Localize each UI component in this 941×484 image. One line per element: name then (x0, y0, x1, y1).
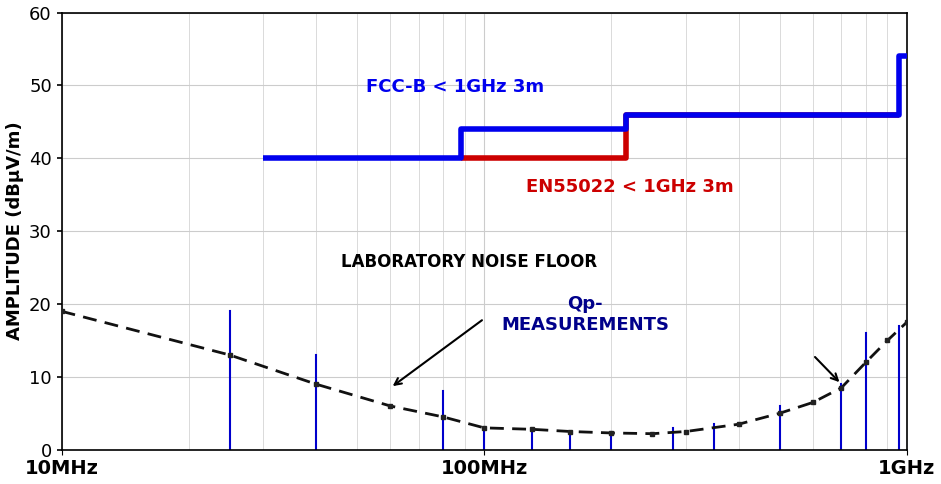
Text: LABORATORY NOISE FLOOR: LABORATORY NOISE FLOOR (341, 253, 597, 271)
Y-axis label: AMPLITUDE (dBµV/m): AMPLITUDE (dBµV/m) (6, 122, 24, 340)
Text: EN55022 < 1GHz 3m: EN55022 < 1GHz 3m (526, 179, 734, 197)
Text: FCC-B < 1GHz 3m: FCC-B < 1GHz 3m (366, 78, 544, 96)
Text: Qp-
MEASUREMENTS: Qp- MEASUREMENTS (502, 295, 669, 333)
